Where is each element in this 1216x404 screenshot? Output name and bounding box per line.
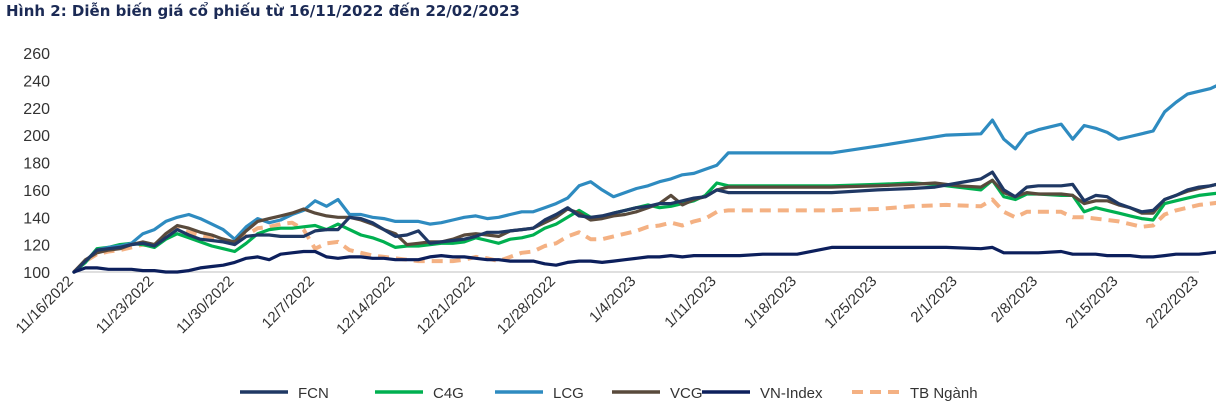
legend-label: LCG [553, 385, 584, 402]
y-tick-label: 100 [23, 265, 50, 282]
legend-label: VN-Index [760, 385, 823, 402]
legend-label: C4G [433, 385, 464, 402]
x-tick-label: 1/25/2023 [821, 273, 880, 332]
y-tick-label: 200 [23, 128, 50, 145]
x-tick-label: 2/8/2023 [988, 273, 1041, 326]
y-tick-label: 160 [23, 183, 50, 200]
x-tick-label: 12/21/2022 [414, 273, 479, 338]
series-group [72, 84, 1216, 274]
x-tick-label: 12/7/2022 [259, 273, 318, 332]
x-tick-label: 12/28/2022 [494, 273, 559, 338]
x-tick-label: 11/16/2022 [13, 273, 77, 337]
x-tick-label: 11/23/2022 [93, 273, 157, 337]
series-line-vn-index [72, 245, 1216, 274]
series-line-lcg [72, 84, 1216, 274]
y-tick-label: 180 [23, 156, 50, 173]
y-tick-label: 240 [23, 73, 50, 90]
y-tick-label: 220 [23, 101, 50, 118]
x-tick-label: 12/14/2022 [333, 273, 398, 338]
series-line-fcn [72, 170, 1216, 274]
y-axis-ticks: 100 120 140 160 180 200 220 240 260 [23, 46, 50, 282]
x-tick-label: 2/15/2023 [1062, 273, 1121, 332]
x-tick-label: 11/30/2022 [173, 273, 237, 337]
y-tick-label: 120 [23, 238, 50, 255]
y-tick-label: 140 [23, 210, 50, 227]
x-tick-label: 1/4/2023 [586, 273, 639, 326]
legend: FCN C4G LCG VCG VN-Index TB Ngành [240, 385, 978, 402]
x-tick-label: 2/22/2023 [1143, 273, 1202, 332]
legend-label: TB Ngành [910, 385, 978, 402]
x-axis-ticks: 11/16/2022 11/23/2022 11/30/2022 12/7/2022 1… [13, 273, 1202, 338]
chart-title: Hình 2: Diễn biến giá cổ phiếu từ 16/11/… [6, 2, 520, 20]
legend-label: FCN [298, 385, 329, 402]
x-tick-label: 1/18/2023 [741, 273, 800, 332]
x-tick-label: 1/11/2023 [661, 273, 719, 331]
legend-label: VCG [670, 385, 703, 402]
x-tick-label: 2/1/2023 [907, 273, 960, 326]
y-tick-label: 260 [23, 46, 50, 63]
series-line-c4g [72, 178, 1216, 274]
